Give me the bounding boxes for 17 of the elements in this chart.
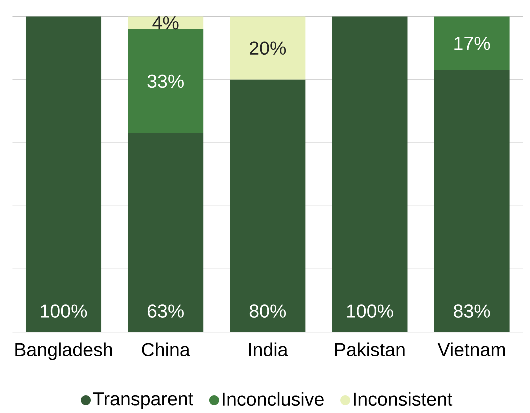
data-label: 80% <box>250 304 286 318</box>
x-tick-label: China <box>142 342 190 357</box>
x-tick-label: Bangladesh <box>16 342 112 360</box>
x-tick-label: India <box>249 342 288 357</box>
x-tick-label: Vietnam <box>438 342 506 357</box>
legend-label: Inconsistent <box>354 392 453 406</box>
data-label: 100% <box>41 304 88 318</box>
data-label: 83% <box>454 304 490 318</box>
legend-label: Transparent <box>93 392 194 410</box>
data-label: 17% <box>454 37 490 50</box>
data-label: 4% <box>152 16 179 30</box>
data-label: 100% <box>347 304 394 318</box>
data-label: 20% <box>250 42 286 56</box>
data-label: 63% <box>148 304 184 318</box>
data-label: 33% <box>148 75 184 88</box>
x-tick-label: Pakistan <box>335 342 405 357</box>
legend-label: Inconclusive <box>223 392 324 406</box>
